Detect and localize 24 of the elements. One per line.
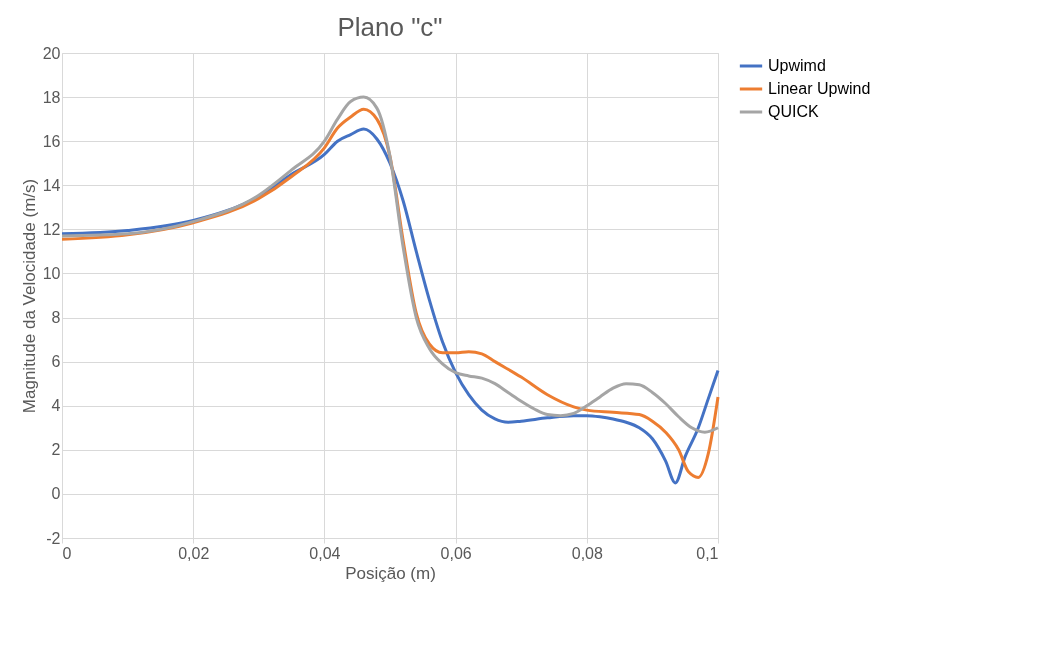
x-tick-label: 0 — [62, 544, 72, 562]
y-tick-label: 12 — [42, 220, 61, 238]
x-axis-title: Posição (m) — [345, 563, 436, 583]
legend-label: QUICK — [768, 103, 819, 120]
x-tick-label: 0,02 — [178, 544, 210, 562]
y-tick-label: 2 — [51, 441, 61, 459]
y-tick-label: 6 — [51, 353, 61, 371]
x-tick-label: 0,06 — [440, 544, 472, 562]
y-tick-label: 14 — [42, 176, 61, 194]
y-tick-label: 8 — [51, 309, 61, 327]
y-tick-label: 0 — [51, 485, 61, 503]
legend-label: Upwimd — [768, 57, 826, 74]
y-tick-label: -2 — [46, 529, 61, 547]
x-tick-label: 0,04 — [309, 544, 341, 562]
chart-title: Plano "c" — [337, 12, 443, 42]
x-tick-label: 0,1 — [696, 544, 719, 562]
x-tick-label: 0,08 — [571, 544, 603, 562]
y-tick-label: 16 — [42, 132, 61, 150]
y-axis-title: Magnitude da Velocidade (m/s) — [19, 178, 39, 414]
y-tick-label: 4 — [51, 397, 61, 415]
y-tick-label: 18 — [42, 88, 61, 106]
legend-label: Linear Upwind — [768, 80, 871, 97]
y-tick-label: 10 — [42, 264, 61, 282]
y-tick-label: 20 — [42, 44, 61, 62]
